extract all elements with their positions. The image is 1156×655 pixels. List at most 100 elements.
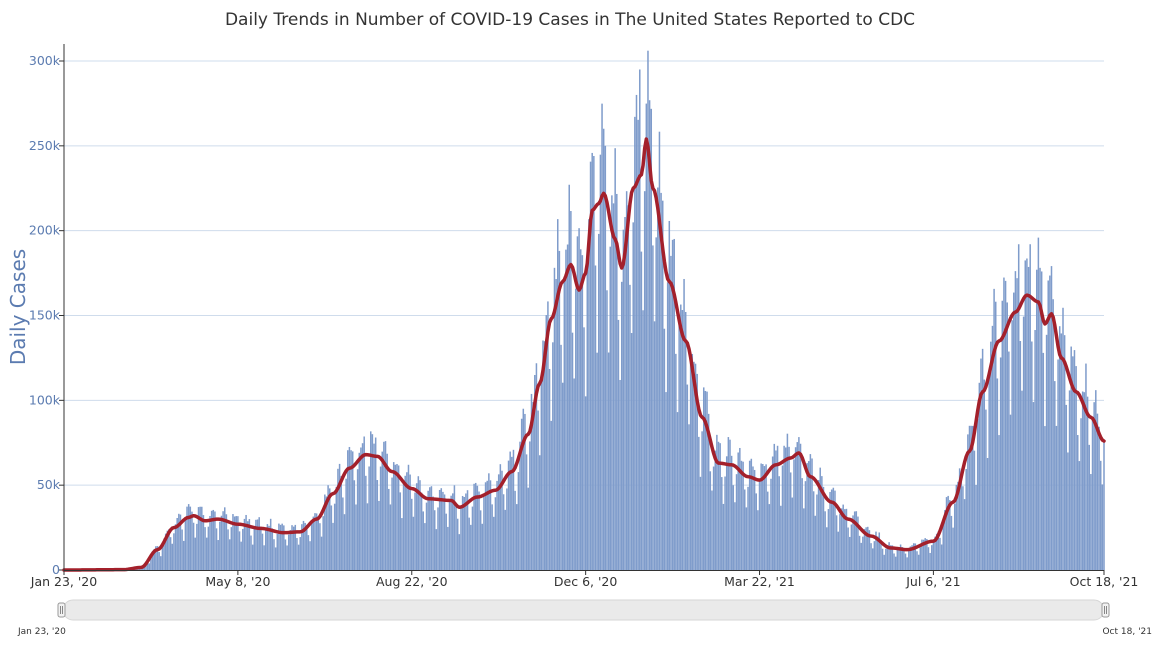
- daily-case-bar[interactable]: [294, 524, 297, 570]
- daily-case-bar[interactable]: [1016, 278, 1018, 570]
- daily-case-bar[interactable]: [158, 552, 160, 570]
- daily-case-bar[interactable]: [885, 548, 887, 570]
- daily-case-bar[interactable]: [844, 509, 846, 570]
- daily-case-bar[interactable]: [1063, 335, 1066, 570]
- daily-case-bar[interactable]: [1058, 326, 1061, 570]
- daily-case-bar[interactable]: [478, 491, 480, 570]
- daily-case-bar[interactable]: [968, 425, 971, 570]
- daily-case-bar[interactable]: [1078, 461, 1081, 570]
- daily-case-bar[interactable]: [409, 474, 411, 570]
- daily-case-bar[interactable]: [863, 528, 866, 570]
- daily-case-bar[interactable]: [333, 503, 336, 570]
- daily-case-bar[interactable]: [691, 353, 694, 570]
- daily-case-bar[interactable]: [392, 462, 395, 570]
- daily-case-bar[interactable]: [607, 352, 610, 570]
- daily-case-bar[interactable]: [370, 431, 372, 570]
- daily-case-bar[interactable]: [896, 549, 899, 570]
- daily-case-bar[interactable]: [1095, 390, 1097, 570]
- daily-case-bar[interactable]: [629, 284, 631, 570]
- daily-case-bar[interactable]: [378, 500, 380, 570]
- daily-case-bar[interactable]: [182, 540, 185, 570]
- daily-case-bar[interactable]: [310, 523, 313, 570]
- daily-case-bar[interactable]: [414, 492, 416, 570]
- daily-case-bar[interactable]: [530, 393, 533, 570]
- daily-case-bar[interactable]: [443, 494, 446, 570]
- daily-case-bar[interactable]: [1032, 402, 1035, 570]
- daily-case-bar[interactable]: [616, 193, 618, 570]
- daily-case-bar[interactable]: [950, 515, 953, 570]
- daily-case-bar[interactable]: [1037, 237, 1040, 570]
- daily-case-bar[interactable]: [522, 408, 525, 570]
- daily-case-bar[interactable]: [745, 507, 748, 570]
- daily-case-bar[interactable]: [207, 526, 210, 570]
- daily-case-bar[interactable]: [407, 464, 410, 570]
- daily-case-bar[interactable]: [770, 478, 772, 570]
- daily-case-bar[interactable]: [655, 237, 657, 571]
- daily-case-bar[interactable]: [1075, 366, 1077, 570]
- daily-case-bar[interactable]: [399, 492, 402, 570]
- daily-case-bar[interactable]: [639, 69, 641, 570]
- daily-case-bar[interactable]: [268, 525, 270, 570]
- daily-case-bar[interactable]: [163, 538, 165, 570]
- daily-case-bar[interactable]: [238, 531, 241, 570]
- daily-case-bar[interactable]: [1101, 484, 1104, 570]
- daily-case-bar[interactable]: [327, 485, 329, 570]
- daily-case-bar[interactable]: [497, 474, 500, 570]
- daily-case-bar[interactable]: [1070, 346, 1072, 570]
- daily-case-bar[interactable]: [670, 255, 672, 570]
- navigator-track[interactable]: [62, 599, 1105, 621]
- daily-case-bar[interactable]: [980, 358, 982, 570]
- daily-case-bar[interactable]: [412, 516, 415, 570]
- daily-case-bar[interactable]: [811, 458, 813, 570]
- daily-case-bar[interactable]: [852, 515, 854, 570]
- daily-case-bar[interactable]: [151, 551, 154, 570]
- daily-case-bar[interactable]: [420, 492, 423, 570]
- daily-case-bar[interactable]: [604, 145, 607, 570]
- daily-case-bar[interactable]: [187, 504, 190, 570]
- daily-case-bar[interactable]: [356, 469, 359, 570]
- daily-case-bar[interactable]: [847, 527, 849, 570]
- daily-case-bar[interactable]: [830, 489, 833, 570]
- daily-case-bar[interactable]: [353, 480, 356, 570]
- daily-case-bar[interactable]: [402, 483, 405, 570]
- daily-case-bar[interactable]: [1017, 244, 1020, 571]
- daily-case-bar[interactable]: [228, 539, 231, 570]
- daily-case-bar[interactable]: [821, 476, 823, 570]
- daily-case-bar[interactable]: [598, 233, 600, 570]
- daily-case-bar[interactable]: [422, 511, 424, 570]
- daily-case-bar[interactable]: [212, 509, 215, 570]
- daily-case-bar[interactable]: [602, 128, 605, 571]
- daily-case-bar[interactable]: [552, 342, 554, 570]
- daily-case-bar[interactable]: [1065, 404, 1068, 570]
- daily-case-bar[interactable]: [1004, 280, 1007, 570]
- daily-case-bar[interactable]: [908, 549, 910, 570]
- daily-case-bar[interactable]: [455, 502, 457, 570]
- daily-case-bar[interactable]: [1011, 320, 1013, 570]
- daily-case-bar[interactable]: [535, 363, 538, 570]
- daily-case-bar[interactable]: [617, 319, 620, 570]
- daily-case-bar[interactable]: [696, 373, 698, 570]
- daily-case-bar[interactable]: [233, 516, 236, 570]
- daily-case-bar[interactable]: [396, 463, 398, 570]
- daily-case-bar[interactable]: [432, 496, 434, 570]
- daily-case-bar[interactable]: [789, 472, 792, 570]
- daily-case-bar[interactable]: [1052, 299, 1054, 570]
- daily-case-bar[interactable]: [893, 553, 895, 570]
- daily-case-bar[interactable]: [648, 100, 651, 570]
- daily-case-bar[interactable]: [747, 486, 749, 570]
- daily-case-bar[interactable]: [201, 506, 203, 570]
- daily-case-bar[interactable]: [278, 523, 280, 570]
- daily-case-bar[interactable]: [450, 495, 452, 570]
- daily-case-bar[interactable]: [914, 543, 917, 570]
- daily-case-bar[interactable]: [473, 483, 475, 570]
- daily-case-bar[interactable]: [793, 459, 795, 570]
- daily-case-bar[interactable]: [850, 524, 853, 570]
- daily-case-bar[interactable]: [735, 474, 738, 570]
- daily-case-bar[interactable]: [317, 516, 320, 570]
- daily-case-bar[interactable]: [619, 379, 621, 570]
- daily-case-bar[interactable]: [348, 446, 351, 570]
- daily-case-bar[interactable]: [330, 505, 333, 570]
- daily-case-bar[interactable]: [1021, 390, 1023, 570]
- daily-case-bar[interactable]: [671, 239, 674, 571]
- daily-case-bar[interactable]: [555, 279, 557, 570]
